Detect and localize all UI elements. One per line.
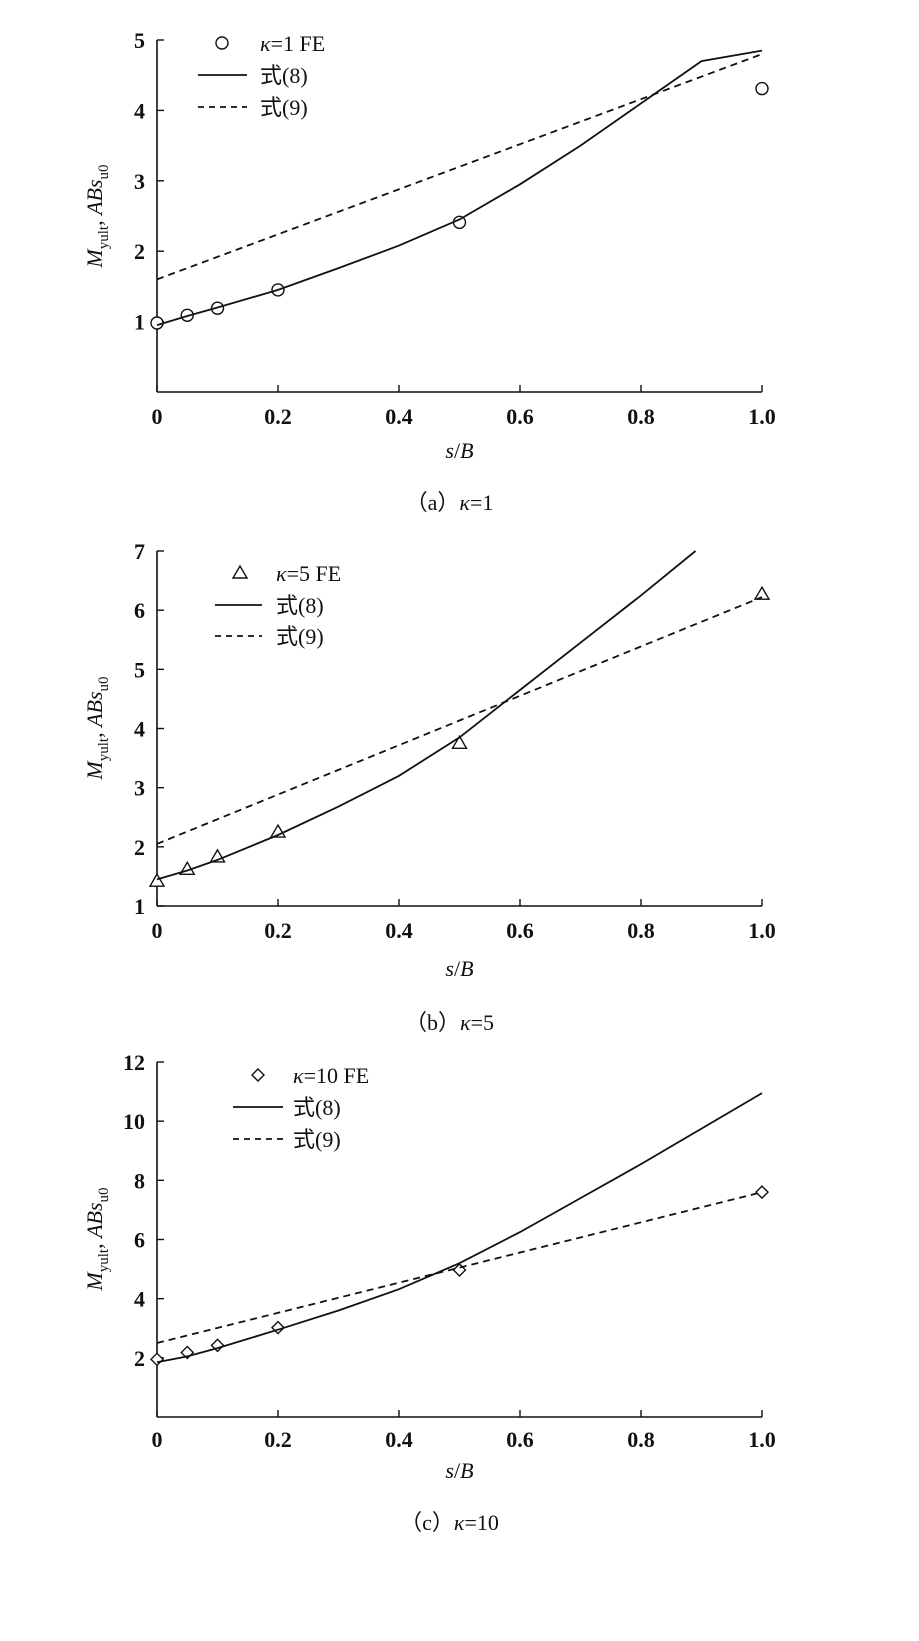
- x-tick-label: 0.2: [264, 1427, 292, 1452]
- series-line-eq8: [156, 1092, 763, 1364]
- legend-label: 式(9): [260, 95, 308, 120]
- y-axis-title: Myult, ABsu0: [82, 1187, 112, 1291]
- legend-label: 式(8): [293, 1095, 341, 1120]
- x-tick-label: 1.0: [748, 918, 776, 943]
- legend: κ=1 FE 式(8) 式(9): [198, 31, 325, 120]
- x-tick-label: 0.8: [627, 918, 655, 943]
- y-tick-label: 8: [134, 1168, 145, 1193]
- y-tick-label: 3: [134, 776, 145, 801]
- x-tick-label: 0.4: [385, 918, 413, 943]
- y-tick-label: 7: [134, 539, 145, 564]
- panel-caption: （a）κ=1: [406, 490, 494, 515]
- data-point-fe: [148, 872, 166, 887]
- x-tick-label: 0.8: [627, 1427, 655, 1452]
- legend: κ=5 FE 式(8) 式(9): [215, 561, 341, 649]
- y-tick-label: 4: [134, 98, 145, 123]
- y-tick-label: 10: [123, 1109, 145, 1134]
- x-tick-label: 0.6: [506, 918, 534, 943]
- x-tick-label: 1.0: [748, 1427, 776, 1452]
- legend-marker: [231, 564, 249, 579]
- y-axis-title: Myult, ABsu0: [82, 676, 112, 780]
- x-tick-label: 0: [152, 1427, 163, 1452]
- legend-label: 式(8): [260, 63, 308, 88]
- y-tick-label: 5: [134, 657, 145, 682]
- y-tick-label: 5: [134, 28, 145, 53]
- chart-panel-2: 0 0.2 0.4 0.6 0.8 1.0 1 2 3 4 5 6 7 s/B Myult, ABsu0 κ=…: [82, 539, 776, 1035]
- series-line-eq8: [156, 550, 697, 881]
- y-tick-label: 4: [134, 1287, 145, 1312]
- y-tick-label: 2: [134, 835, 145, 860]
- data-point-fe: [452, 215, 467, 230]
- x-tick-label: 0.2: [264, 404, 292, 429]
- x-tick-label: 0.4: [385, 1427, 413, 1452]
- y-tick-label: 1: [134, 894, 145, 919]
- legend-label: κ=10 FE: [293, 1063, 369, 1088]
- x-axis-title: s/B: [445, 1458, 473, 1483]
- panel-caption: （c）κ=10: [400, 1510, 499, 1535]
- y-tick-label: 6: [134, 598, 145, 623]
- y-tick-label: 12: [123, 1050, 145, 1075]
- legend: κ=10 FE 式(8) 式(9): [233, 1063, 369, 1152]
- x-tick-label: 0.8: [627, 404, 655, 429]
- series-line-eq9: [156, 1191, 763, 1344]
- series-line-eq9: [156, 596, 763, 845]
- y-tick-label: 2: [134, 239, 145, 264]
- y-tick-label: 1: [134, 310, 145, 335]
- panel-caption: （b）κ=5: [405, 1010, 494, 1035]
- y-tick-label: 4: [134, 717, 145, 742]
- y-tick-label: 6: [134, 1228, 145, 1253]
- legend-label: 式(9): [276, 624, 324, 649]
- x-tick-label: 1.0: [748, 404, 776, 429]
- x-axis-title: s/B: [445, 438, 473, 463]
- data-point-fe: [755, 81, 769, 96]
- legend-marker: [251, 1068, 265, 1082]
- legend-label: κ=1 FE: [260, 31, 325, 56]
- x-tick-label: 0.4: [385, 404, 413, 429]
- chart-panel-3: 0 0.2 0.4 0.6 0.8 1.0 2 4 6 8 10 12 s/B Myult, ABsu0 κ…: [82, 1050, 776, 1535]
- legend-label: 式(9): [293, 1127, 341, 1152]
- series-line-eq9: [156, 53, 763, 281]
- data-point-fe: [755, 1185, 769, 1200]
- x-tick-label: 0.2: [264, 918, 292, 943]
- chart-panel-1: 0 0.2 0.4 0.6 0.8 1.0 1 2 3 4 5 s/B Myult, ABsu0 κ=1 …: [82, 28, 776, 515]
- x-tick-label: 0: [152, 918, 163, 943]
- legend-marker: [215, 36, 229, 50]
- y-tick-label: 2: [134, 1346, 145, 1371]
- data-point-fe: [150, 1352, 164, 1367]
- y-axis-title: Myult, ABsu0: [82, 164, 112, 268]
- x-axis-title: s/B: [445, 956, 473, 981]
- data-point-fe: [451, 734, 468, 749]
- x-tick-label: 0: [152, 404, 163, 429]
- legend-label: 式(8): [276, 593, 324, 618]
- data-point-fe: [753, 585, 771, 600]
- legend-label: κ=5 FE: [276, 561, 341, 586]
- x-tick-label: 0.6: [506, 404, 534, 429]
- series-line-eq8: [156, 49, 763, 326]
- y-tick-label: 3: [134, 169, 145, 194]
- x-tick-label: 0.6: [506, 1427, 534, 1452]
